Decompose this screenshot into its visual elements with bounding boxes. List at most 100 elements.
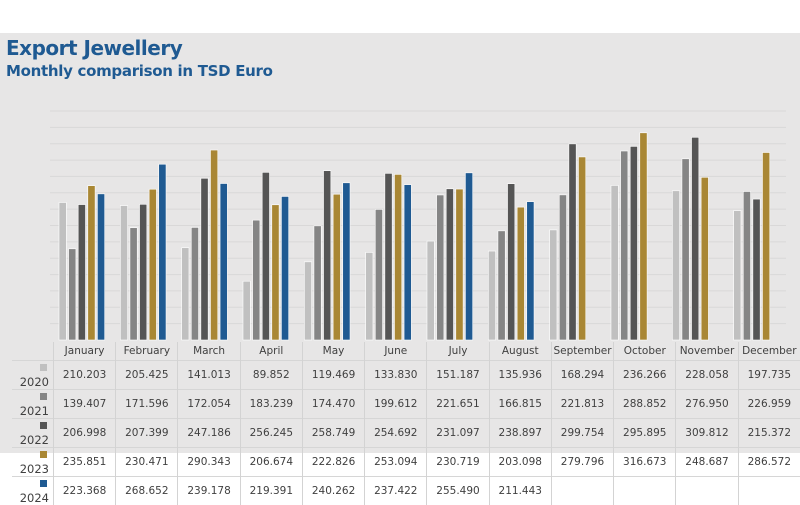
table-cell: 210.203: [52, 359, 116, 389]
bar-2020-october: [610, 185, 619, 341]
chart-title: Export Jewellery: [6, 36, 183, 60]
bar-2022-april: [261, 172, 270, 341]
legend-entry: 2024: [12, 475, 54, 505]
table-cell: 299.754: [550, 417, 614, 447]
table-cell: 199.612: [364, 388, 427, 418]
legend-label: 2023: [19, 461, 49, 476]
table-cell: 166.815: [488, 388, 552, 418]
bar-2021-may: [313, 225, 322, 341]
bar-2020-june: [365, 252, 374, 341]
bar-2020-july: [426, 240, 435, 341]
table-cell: 248.687: [675, 446, 739, 476]
table-cell: 211.443: [488, 475, 552, 505]
bar-2020-november: [672, 190, 680, 341]
table-cell: 228.058: [675, 359, 739, 389]
table-cell: 215.372: [737, 417, 800, 447]
table-cell: 135.936: [488, 359, 552, 389]
legend-swatch-icon: [39, 363, 47, 371]
table-cell: 141.013: [177, 359, 241, 389]
data-table: January February March April May June July Augu…: [12, 342, 800, 505]
bar-2021-february: [129, 227, 138, 341]
bar-2023-january: [87, 185, 96, 341]
table-cell: 290.343: [177, 446, 241, 476]
bar-2021-april: [252, 219, 261, 341]
table-cell: [613, 475, 676, 505]
bar-2024-july: [465, 172, 473, 341]
table-cell: [737, 475, 800, 505]
bar-2021-october: [620, 150, 629, 341]
bar-2024-january: [97, 193, 106, 341]
legend-swatch-icon: [39, 479, 47, 487]
table-cell: 237.422: [364, 475, 427, 505]
bar-2023-october: [639, 132, 648, 341]
bar-2023-september: [578, 156, 587, 341]
bar-2021-december: [742, 191, 751, 341]
bar-2024-april: [281, 196, 289, 341]
legend-entry: 2021: [12, 388, 54, 418]
bar-2021-november: [681, 158, 690, 341]
table-cell: 222.826: [301, 446, 365, 476]
table-cell: 238.897: [488, 417, 552, 447]
table-cell: 206.674: [239, 446, 303, 476]
table-cell: 223.368: [52, 475, 116, 505]
bar-2020-april: [242, 280, 251, 341]
table-cell: 151.187: [426, 359, 490, 389]
table-row: 2021 139.407 171.596 172.054 183.239 174.470 1…: [12, 388, 800, 418]
gridlines: [50, 110, 786, 325]
bar-2022-december: [752, 198, 761, 341]
bar-2023-may: [332, 193, 341, 341]
bar-2022-september: [568, 143, 577, 341]
table-cell: 295.895: [613, 417, 676, 447]
legend-label: 2022: [19, 432, 49, 447]
table-cell: 255.490: [426, 475, 490, 505]
bar-2020-december: [733, 210, 742, 341]
table-cell: 239.178: [177, 475, 241, 505]
bar-2022-march: [200, 177, 209, 341]
bar-chart: [50, 110, 786, 341]
bar-2021-january: [68, 248, 77, 341]
bar-2024-june: [403, 184, 412, 341]
month-label: June: [364, 342, 427, 360]
bar-2020-march: [181, 247, 190, 341]
bar-2020-february: [120, 205, 128, 341]
legend-swatch-icon: [39, 450, 47, 458]
table-cell: 254.692: [364, 417, 427, 447]
legend-entry: 2022: [12, 417, 54, 447]
bar-2022-august: [507, 183, 516, 341]
bar-2021-august: [497, 230, 506, 341]
legend-entry: 2023: [12, 446, 54, 476]
bar-2020-january: [58, 202, 67, 341]
legend-swatch-icon: [39, 392, 47, 400]
bar-2021-june: [374, 209, 383, 341]
table-cell: 286.572: [737, 446, 800, 476]
table-cell: 206.998: [52, 417, 116, 447]
table-cell: 258.749: [301, 417, 365, 447]
table-cell: 205.425: [115, 359, 178, 389]
table-cell: 226.959: [737, 388, 800, 418]
table-cell: 219.391: [239, 475, 303, 505]
table-cell: 236.266: [613, 359, 676, 389]
table-cell: 197.735: [737, 359, 800, 389]
bar-2022-february: [139, 204, 148, 341]
bar-2023-march: [210, 149, 219, 341]
table-cell: 168.294: [550, 359, 614, 389]
legend-label: 2020: [19, 374, 49, 389]
month-label: February: [115, 342, 178, 360]
month-label: May: [301, 342, 365, 360]
bar-2021-september: [558, 194, 567, 341]
bar-2023-july: [455, 188, 464, 341]
month-label: November: [675, 342, 739, 360]
table-cell: 235.851: [52, 446, 116, 476]
bar-2020-august: [488, 250, 496, 341]
legend-label: 2024: [19, 490, 49, 505]
table-cell: 316.673: [613, 446, 676, 476]
table-row: 2023 235.851 230.471 290.343 206.674 222.826 2…: [12, 446, 800, 476]
table-cell: 288.852: [613, 388, 676, 418]
table-cell: 171.596: [115, 388, 178, 418]
month-label: August: [488, 342, 552, 360]
table-cell: 89.852: [239, 359, 303, 389]
table-row: 2022 206.998 207.399 247.186 256.245 258.749 2…: [12, 417, 800, 447]
legend-label: 2021: [19, 403, 49, 418]
table-cell: 256.245: [239, 417, 303, 447]
bar-2022-july: [445, 188, 454, 341]
